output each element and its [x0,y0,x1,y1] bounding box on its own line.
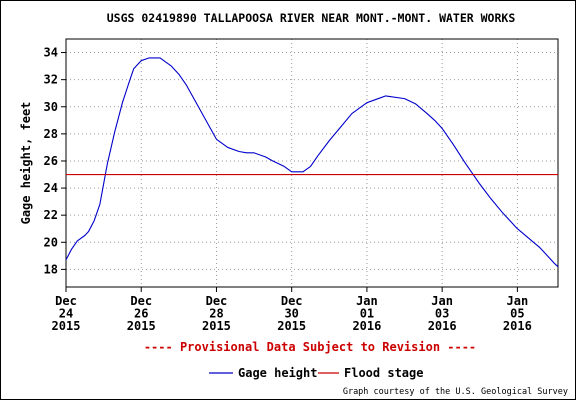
x-tick-label: 01 [360,307,374,321]
credit-text: Graph courtesy of the U.S. Geological Su… [343,387,568,397]
x-tick-label: 05 [510,307,524,321]
x-tick-label: 2015 [52,319,81,333]
x-tick-label: 28 [209,307,223,321]
x-axis-ticks: Dec242015Dec262015Dec282015Dec302015Jan0… [52,287,532,333]
x-tick-label: 2016 [352,319,381,333]
y-tick-label: 34 [44,46,58,60]
x-tick-label: 2015 [277,319,306,333]
x-tick-label: 2015 [127,319,156,333]
chart-title: USGS 02419890 TALLAPOOSA RIVER NEAR MONT… [107,11,516,25]
x-tick-label: Dec [281,294,303,308]
legend-label-flood-stage: Flood stage [344,366,423,380]
x-tick-label: 26 [134,307,148,321]
y-tick-label: 26 [44,154,58,168]
x-tick-label: Jan [507,294,529,308]
y-tick-label: 18 [44,262,58,276]
x-tick-label: Dec [130,294,152,308]
y-tick-label: 24 [44,181,58,195]
x-tick-label: 2016 [503,319,532,333]
grid-lines [65,39,558,287]
y-tick-label: 28 [44,127,58,141]
x-tick-label: Dec [55,294,77,308]
x-tick-label: 2016 [428,319,457,333]
y-tick-label: 30 [44,100,58,114]
series-line-gage-height [65,57,559,268]
x-tick-label: Jan [431,294,453,308]
series-lines [65,57,559,268]
y-axis-label: Gage height, feet [19,102,33,225]
x-tick-label: 03 [435,307,449,321]
x-tick-label: 24 [59,307,73,321]
y-tick-label: 32 [44,73,58,87]
y-tick-label: 20 [44,235,58,249]
provisional-notice: ---- Provisional Data Subject to Revisio… [144,340,476,354]
plot-area [65,38,559,288]
y-tick-label: 22 [44,208,58,222]
x-tick-label: 30 [284,307,298,321]
legend-label-gage-height: Gage height [238,366,317,380]
x-tick-label: Dec [206,294,228,308]
x-tick-label: Jan [356,294,378,308]
x-tick-label: 2015 [202,319,231,333]
legend: Gage height Flood stage [209,366,423,380]
y-axis-ticks: 18 20 22 24 26 28 30 32 34 [44,46,66,276]
